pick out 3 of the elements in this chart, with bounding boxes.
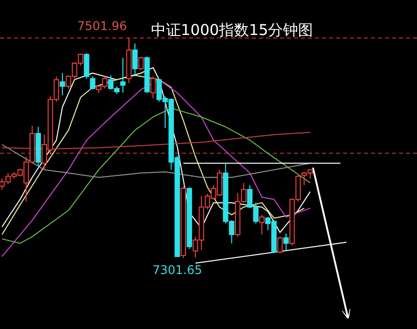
annotation: 7501.96	[77, 19, 127, 33]
chart-title: 中证1000指数15分钟图	[150, 21, 314, 39]
annotation: 7301.65	[152, 263, 202, 277]
